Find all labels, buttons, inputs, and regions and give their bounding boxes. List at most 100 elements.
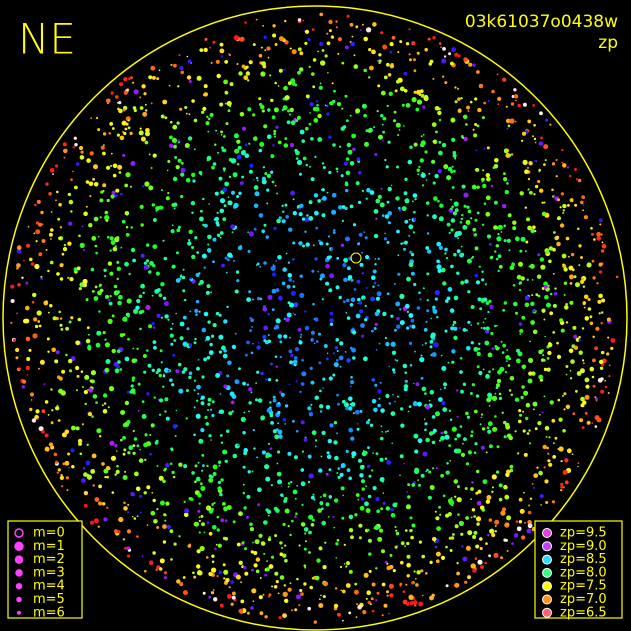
star [207,320,211,324]
star [61,263,64,266]
star [50,228,54,232]
star [187,544,192,548]
star [362,23,364,26]
star [568,348,574,354]
star [277,410,281,415]
star [494,200,498,205]
star [270,421,274,425]
star [116,464,119,468]
star [386,460,392,465]
star [542,354,545,357]
star [411,523,416,528]
star [460,245,463,248]
star [558,446,564,452]
star [297,47,302,52]
star [436,241,442,247]
star [286,120,291,125]
star [262,334,267,340]
star [472,232,475,235]
star [582,203,585,206]
star [300,333,302,336]
star [445,545,448,549]
star [529,263,535,269]
star [448,444,451,447]
star [310,403,313,406]
star [61,432,67,438]
star [502,343,507,348]
star [88,333,90,336]
star [208,531,213,536]
star [344,351,347,353]
star [591,375,595,379]
star [311,518,315,522]
star [380,187,383,190]
star [476,185,480,189]
star [312,244,315,247]
star [148,560,154,565]
star [340,486,345,491]
star [465,411,469,416]
star [326,357,329,361]
star [342,263,347,268]
star [375,452,379,455]
star [180,167,186,173]
star [367,494,372,499]
star [191,211,194,214]
star [527,188,530,191]
star [51,347,56,353]
star [271,555,274,559]
star [459,425,463,428]
star [119,82,124,87]
star [55,199,57,202]
star [126,554,131,558]
star [150,167,153,169]
star [341,61,345,65]
star [244,21,247,24]
star [89,151,94,156]
star [472,535,477,539]
star [399,584,402,587]
star [81,478,86,483]
star [363,68,367,73]
star [462,136,464,139]
star [403,71,408,76]
star [385,165,389,169]
star [313,317,316,320]
star [450,198,452,201]
star [373,126,376,129]
star [68,199,74,205]
star [361,487,365,491]
star [152,244,158,250]
star [442,407,448,412]
star [364,501,369,507]
star [83,472,88,477]
legend-label: zp=8.0 [560,565,607,580]
star [411,324,416,329]
star [307,606,312,611]
star [295,380,298,383]
star [128,445,134,451]
star [580,279,585,284]
star [303,438,308,442]
star [589,321,594,325]
star [563,267,568,272]
star [427,495,432,500]
star [453,295,459,301]
star [399,86,405,92]
star [226,100,232,107]
star [311,269,315,273]
star [196,251,199,254]
star [395,532,400,536]
star [40,275,43,278]
star [216,528,220,532]
star [29,407,33,412]
star [411,41,416,46]
star [418,483,421,487]
star [467,530,473,536]
star [416,570,421,575]
star [264,464,270,470]
star [165,462,170,468]
star [484,561,487,565]
star [201,469,204,472]
star [537,180,541,183]
